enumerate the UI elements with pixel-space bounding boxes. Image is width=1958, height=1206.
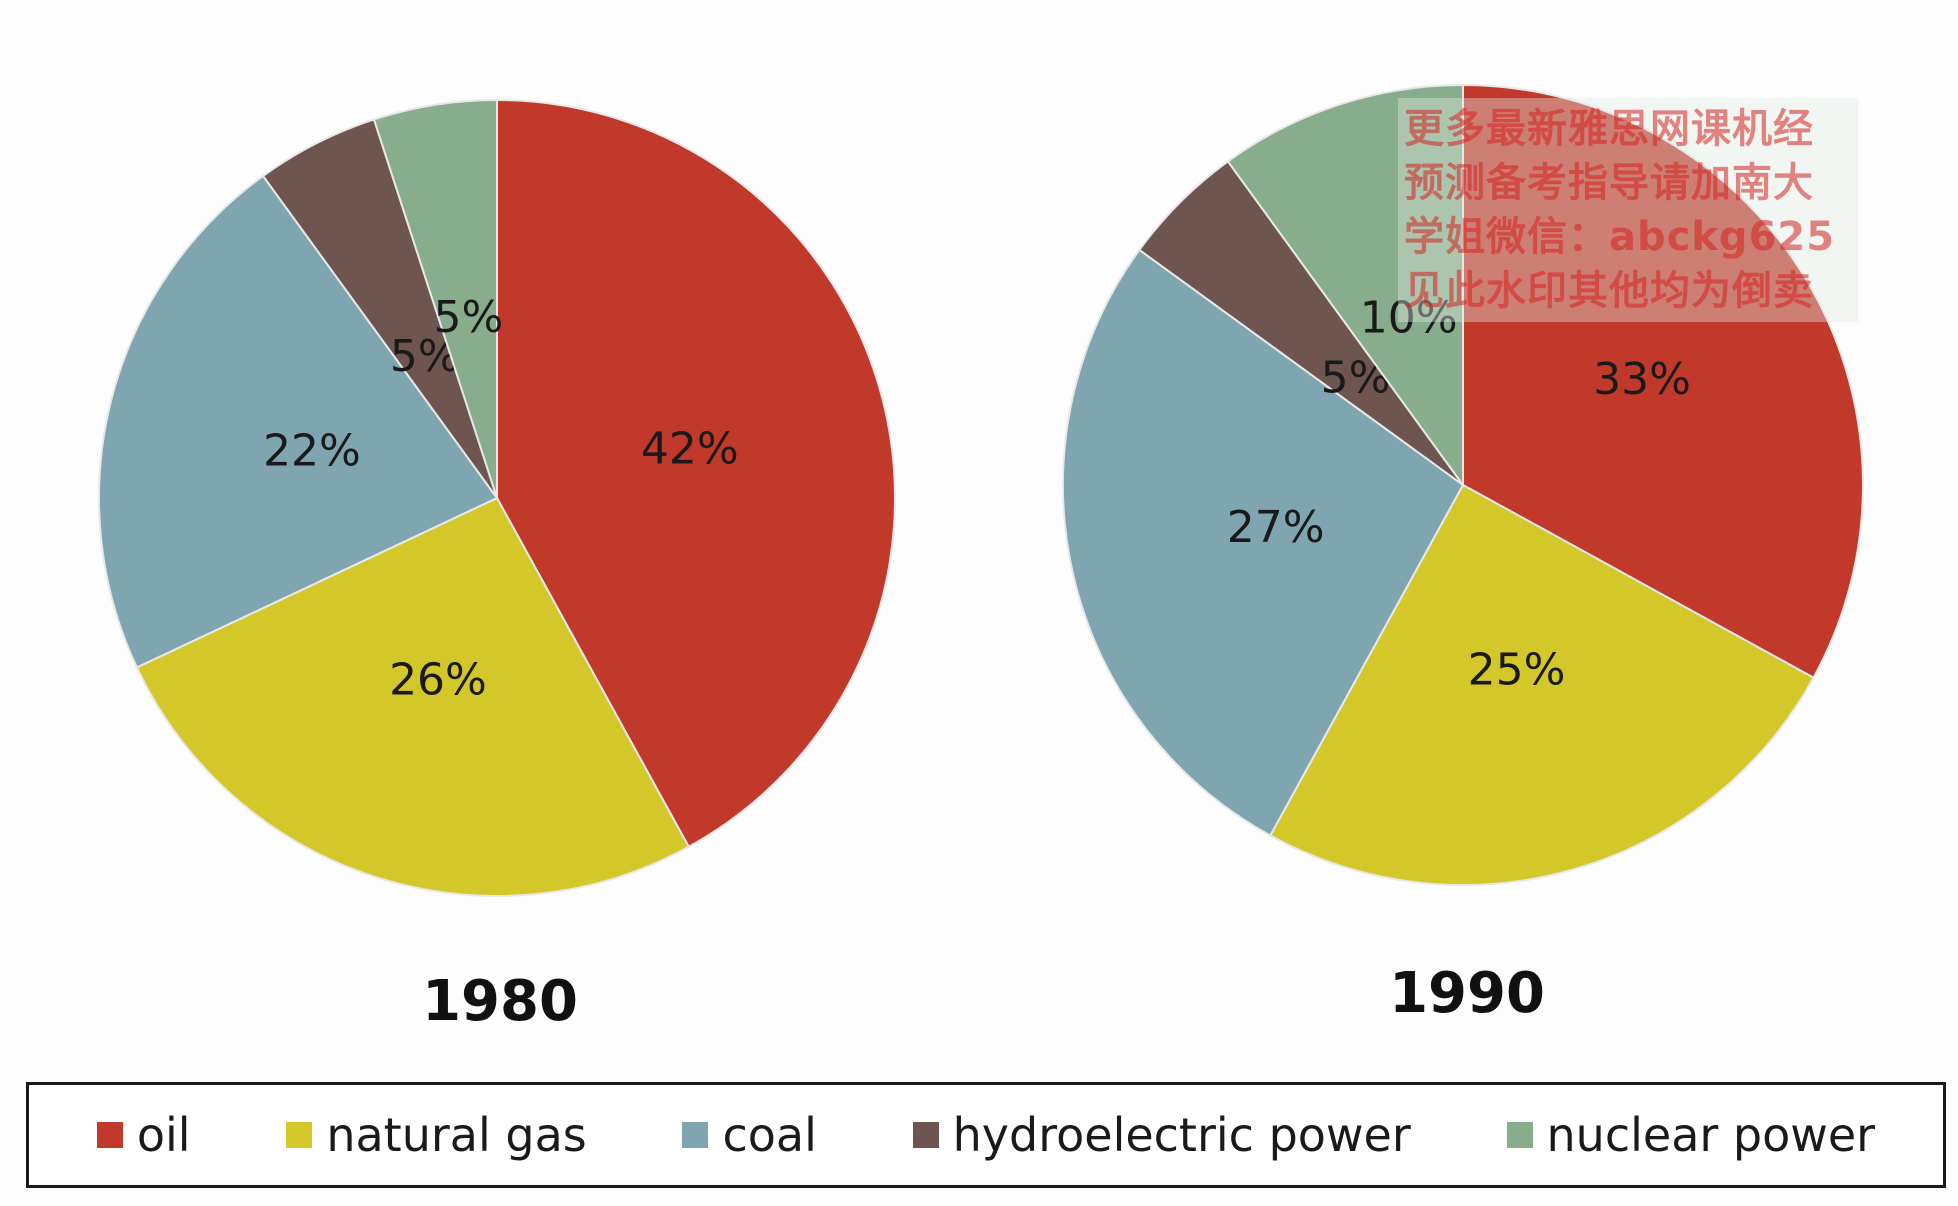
pie-title-1990: 1990 <box>1389 961 1545 1026</box>
legend-item-hydroelectric-power: hydroelectric power <box>912 1108 1411 1162</box>
legend-label: natural gas <box>326 1108 587 1162</box>
pie-slice-oil <box>1462 83 1864 680</box>
pie-chart-1990: 33%25%27%5%10% <box>1062 83 1864 886</box>
legend-item-oil: oil <box>96 1108 191 1162</box>
legend-item-coal: coal <box>682 1108 817 1162</box>
slice-label-oil: 33% <box>1593 354 1691 405</box>
legend-swatch-natural-gas <box>286 1122 313 1148</box>
pie-title-1980: 1980 <box>422 969 578 1034</box>
pie-slice-nuclear-power <box>1226 83 1464 489</box>
pie-slice-coal <box>98 174 499 669</box>
slice-label-coal: 27% <box>1227 502 1325 553</box>
legend: oil natural gas coal hydroelectric power… <box>26 1082 1946 1188</box>
watermark-line: 预测备考指导请加南大 <box>1404 160 1814 206</box>
pie-slice-nuclear-power <box>372 98 498 499</box>
legend-swatch-nuclear-power <box>1506 1122 1533 1148</box>
legend-label: oil <box>136 1108 191 1162</box>
watermark-line: 见此水印其他均为倒卖 <box>1404 268 1814 314</box>
legend-label: coal <box>722 1108 817 1162</box>
pie-slice-coal <box>1062 248 1465 837</box>
legend-swatch-oil <box>96 1122 123 1148</box>
legend-swatch-hydroelectric-power <box>912 1122 939 1148</box>
legend-label: hydroelectric power <box>952 1108 1411 1162</box>
slice-label-nuclear-power: 5% <box>433 292 503 343</box>
pie-slice-natural-gas <box>1268 483 1815 886</box>
legend-item-natural-gas: natural gas <box>286 1108 587 1162</box>
slice-label-oil: 42% <box>641 424 739 475</box>
slice-label-natural-gas: 26% <box>389 655 487 706</box>
watermark-line: 更多最新雅思网课机经 <box>1404 106 1814 152</box>
watermark-text: 更多最新雅思网课机经 预测备考指导请加南大 学姐微信：abckg625 见此水印… <box>1398 98 1858 322</box>
slice-label-nuclear-power: 10% <box>1360 293 1458 344</box>
legend-swatch-coal <box>682 1122 709 1148</box>
pie-chart-1980: 42%26%22%5%5% <box>98 98 896 897</box>
watermark-line: 学姐微信：abckg625 <box>1404 214 1836 260</box>
legend-item-nuclear-power: nuclear power <box>1506 1108 1876 1162</box>
pie-charts: 42%26%22%5%5% 33%25%27%5%10% 1980 1990 <box>98 83 1864 1034</box>
pie-slice-natural-gas <box>135 496 691 897</box>
slice-label-coal: 22% <box>263 425 361 476</box>
slice-label-natural-gas: 25% <box>1468 644 1566 695</box>
legend-label: nuclear power <box>1546 1108 1876 1162</box>
pie-slice-oil <box>496 98 896 849</box>
